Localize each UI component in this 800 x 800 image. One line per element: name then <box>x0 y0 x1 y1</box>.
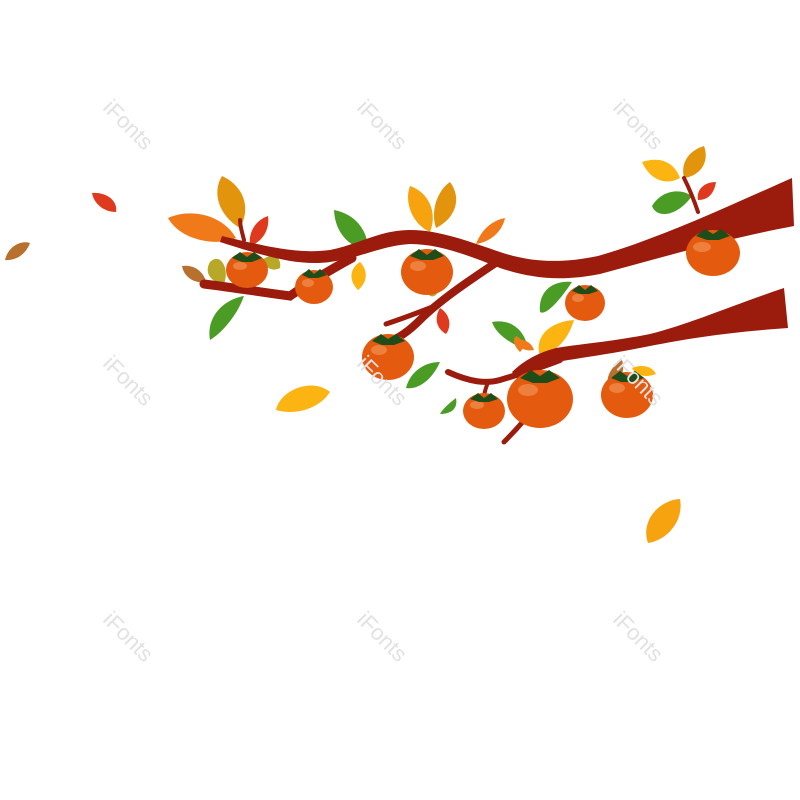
leaf <box>697 182 716 200</box>
falling-leaf-red <box>92 192 117 212</box>
leaf <box>538 320 574 356</box>
leaf <box>642 159 680 182</box>
leaf <box>683 146 706 178</box>
persimmon <box>463 393 505 429</box>
persimmon <box>686 229 740 276</box>
leaf <box>182 265 206 283</box>
twig <box>199 253 357 301</box>
persimmon <box>295 269 333 304</box>
twig <box>682 176 700 214</box>
twig <box>383 301 443 327</box>
leaf <box>249 216 269 246</box>
persimmon <box>565 285 605 321</box>
persimmon <box>401 249 453 295</box>
persimmon <box>362 334 414 380</box>
persimmons <box>226 229 740 429</box>
leaf <box>351 262 366 290</box>
falling-leaf-yellow <box>276 385 330 412</box>
twig <box>445 357 563 385</box>
falling-leaves <box>5 192 681 543</box>
back-leaves <box>168 146 716 414</box>
persimmon <box>507 370 573 428</box>
leaf <box>334 210 368 250</box>
leaf <box>433 182 457 228</box>
leaf <box>207 258 226 284</box>
leaf <box>408 186 433 232</box>
falling-leaf-gold <box>646 499 681 543</box>
twig <box>384 256 504 346</box>
leaf <box>217 176 246 228</box>
falling-leaf-orange-small <box>476 218 505 244</box>
leaf <box>168 213 236 242</box>
leaf <box>406 362 440 389</box>
twig <box>238 218 246 242</box>
leaf <box>652 191 692 215</box>
persimmon <box>601 371 653 418</box>
leaf <box>209 296 244 340</box>
front-leaves <box>513 336 524 352</box>
leaf <box>513 336 524 352</box>
leaf <box>436 308 450 334</box>
branch <box>199 176 794 445</box>
leaf <box>440 398 457 414</box>
upper-limb <box>220 178 794 279</box>
lower-limb <box>512 288 788 380</box>
falling-leaf-brown <box>5 242 30 261</box>
leaf <box>539 281 572 313</box>
persimmon <box>226 252 268 288</box>
